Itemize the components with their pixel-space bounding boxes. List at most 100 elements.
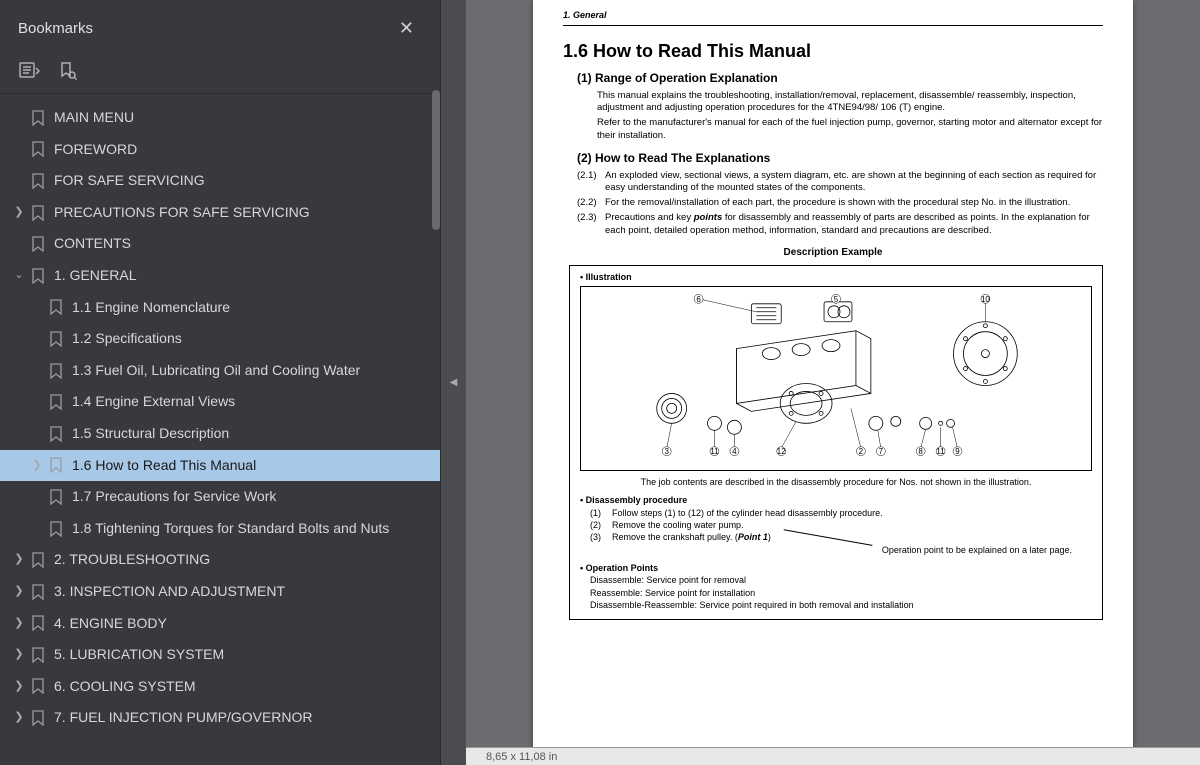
bookmark-item[interactable]: ❯ 7. FUEL INJECTION PUMP/GOVERNOR [0, 702, 440, 734]
svg-text:6: 6 [696, 295, 701, 304]
bookmark-label: 6. COOLING SYSTEM [54, 677, 430, 697]
expand-arrow-icon[interactable]: ❯ [30, 458, 44, 473]
description-example-title: Description Example [563, 246, 1103, 259]
bookmark-item[interactable]: ❯ 2. TROUBLESHOOTING [0, 544, 440, 576]
disassembly-list: (1)Follow steps (1) to (12) of the cylin… [590, 507, 1092, 543]
paragraph: This manual explains the troubleshooting… [597, 90, 1103, 116]
numbered-list: (2.1)An exploded view, sectional views, … [577, 170, 1103, 238]
bookmark-item[interactable]: ❯ 5. LUBRICATION SYSTEM [0, 639, 440, 671]
bookmark-item[interactable]: ❯ 6. COOLING SYSTEM [0, 671, 440, 703]
bookmark-item[interactable]: ❯ 3. INSPECTION AND ADJUSTMENT [0, 576, 440, 608]
disassembly-title: • Disassembly procedure [580, 495, 1092, 507]
bookmark-label: 1.4 Engine External Views [72, 392, 430, 412]
bookmark-label: MAIN MENU [54, 108, 430, 128]
expand-arrow-icon[interactable]: ⌄ [12, 268, 26, 283]
svg-text:12: 12 [777, 447, 786, 456]
svg-text:9: 9 [955, 447, 960, 456]
bookmark-item[interactable]: 1.4 Engine External Views [0, 386, 440, 418]
expand-arrow-icon[interactable]: ❯ [12, 647, 26, 662]
find-bookmark-icon[interactable] [56, 59, 80, 83]
svg-text:4: 4 [732, 447, 737, 456]
bookmark-label: 1. GENERAL [54, 266, 430, 286]
bookmark-item[interactable]: ❯ 1.6 How to Read This Manual [0, 450, 440, 482]
paragraph: Refer to the manufacturer's manual for e… [597, 117, 1103, 143]
expand-arrow-icon[interactable]: ❯ [12, 205, 26, 220]
bookmark-label: 1.5 Structural Description [72, 424, 430, 444]
subsection-1-title: (1) Range of Operation Explanation [577, 71, 1103, 87]
illustration-frame: 6 5 10 3 11 4 12 2 7 8 11 9 [580, 286, 1092, 471]
operation-note: Operation point to be explained on a lat… [580, 545, 1072, 557]
bookmark-label: 4. ENGINE BODY [54, 614, 430, 634]
bookmark-label: 1.1 Engine Nomenclature [72, 298, 430, 318]
bookmark-item[interactable]: 1.2 Specifications [0, 323, 440, 355]
collapse-arrow-icon[interactable]: ◀ [450, 377, 458, 388]
bookmark-item[interactable]: MAIN MENU [0, 102, 440, 134]
bookmark-label: 7. FUEL INJECTION PUMP/GOVERNOR [54, 708, 430, 728]
panel-divider[interactable]: ◀ [440, 0, 466, 765]
bookmark-label: 1.3 Fuel Oil, Lubricating Oil and Coolin… [72, 361, 430, 381]
bookmark-item[interactable]: CONTENTS [0, 228, 440, 260]
bookmark-label: 2. TROUBLESHOOTING [54, 550, 430, 570]
operation-points-list: Disassemble: Service point for removalRe… [590, 574, 1092, 610]
expand-arrow-icon[interactable]: ❯ [12, 584, 26, 599]
bookmark-label: 1.8 Tightening Torques for Standard Bolt… [72, 519, 430, 539]
svg-text:8: 8 [918, 447, 923, 456]
bookmark-item[interactable]: 1.8 Tightening Torques for Standard Bolt… [0, 513, 440, 545]
bookmark-item[interactable]: ⌄ 1. GENERAL [0, 260, 440, 292]
page-dimensions: 8,65 x 11,08 in [486, 751, 557, 763]
sidebar-toolbar [0, 53, 440, 94]
list-item: Disassemble-Reassemble: Service point re… [590, 599, 1092, 611]
list-item: Disassemble: Service point for removal [590, 574, 1092, 586]
list-item: (2.3)Precautions and key points for disa… [577, 212, 1103, 238]
svg-text:11: 11 [710, 447, 719, 456]
bookmark-item[interactable]: 1.7 Precautions for Service Work [0, 481, 440, 513]
chapter-header: 1. General [563, 10, 607, 22]
svg-text:2: 2 [859, 447, 864, 456]
bookmark-item[interactable]: 1.3 Fuel Oil, Lubricating Oil and Coolin… [0, 355, 440, 387]
close-icon[interactable]: ✕ [391, 14, 422, 43]
sidebar-header: Bookmarks ✕ [0, 0, 440, 53]
bookmark-label: 5. LUBRICATION SYSTEM [54, 645, 430, 665]
illustration-label: • Illustration [580, 272, 1092, 284]
exploded-view-diagram: 6 5 10 3 11 4 12 2 7 8 11 9 [587, 293, 1085, 464]
example-box: • Illustration [569, 265, 1103, 620]
pdf-page: 1. General 1.6 How to Read This Manual (… [533, 0, 1133, 747]
bookmark-item[interactable]: ❯ PRECAUTIONS FOR SAFE SERVICING [0, 197, 440, 229]
expand-arrow-icon[interactable]: ❯ [12, 679, 26, 694]
illustration-caption: The job contents are described in the di… [580, 477, 1092, 489]
document-viewport: 1. General 1.6 How to Read This Manual (… [466, 0, 1200, 765]
bookmark-label: PRECAUTIONS FOR SAFE SERVICING [54, 203, 430, 223]
svg-text:7: 7 [879, 447, 884, 456]
bookmark-item[interactable]: 1.1 Engine Nomenclature [0, 292, 440, 324]
sidebar-title: Bookmarks [18, 20, 93, 37]
bookmark-label: FOR SAFE SERVICING [54, 171, 430, 191]
list-item: (2.1)An exploded view, sectional views, … [577, 170, 1103, 196]
bookmark-item[interactable]: FOR SAFE SERVICING [0, 165, 440, 197]
bookmark-label: 1.6 How to Read This Manual [72, 456, 430, 476]
list-item: Reassemble: Service point for installati… [590, 587, 1092, 599]
bookmark-item[interactable]: ❯ 4. ENGINE BODY [0, 608, 440, 640]
svg-text:11: 11 [936, 447, 945, 456]
bookmark-tree[interactable]: MAIN MENU FOREWORD FOR SAFE SERVICING ❯ PREC… [0, 94, 440, 765]
bookmark-label: FOREWORD [54, 140, 430, 160]
list-item: (1)Follow steps (1) to (12) of the cylin… [590, 507, 1092, 519]
list-item: (2.2)For the removal/installation of eac… [577, 197, 1103, 210]
page-header: 1. General [563, 10, 1103, 26]
options-icon[interactable] [18, 59, 42, 83]
expand-arrow-icon[interactable]: ❯ [12, 616, 26, 631]
bookmarks-panel: Bookmarks ✕ MAIN MENU FOREWORD FOR SAFE SE… [0, 0, 440, 765]
section-heading: 1.6 How to Read This Manual [563, 40, 1103, 63]
scrollbar-thumb[interactable] [432, 90, 440, 230]
expand-arrow-icon[interactable]: ❯ [12, 552, 26, 567]
bookmark-label: 1.2 Specifications [72, 329, 430, 349]
svg-text:5: 5 [834, 295, 839, 304]
bookmark-label: 3. INSPECTION AND ADJUSTMENT [54, 582, 430, 602]
svg-text:10: 10 [981, 295, 990, 304]
svg-text:3: 3 [664, 447, 669, 456]
bookmark-item[interactable]: 1.5 Structural Description [0, 418, 440, 450]
expand-arrow-icon[interactable]: ❯ [12, 710, 26, 725]
status-bar: 8,65 x 11,08 in [466, 747, 1200, 765]
bookmark-item[interactable]: FOREWORD [0, 134, 440, 166]
page-wrap[interactable]: 1. General 1.6 How to Read This Manual (… [466, 0, 1200, 747]
bookmark-label: CONTENTS [54, 234, 430, 254]
